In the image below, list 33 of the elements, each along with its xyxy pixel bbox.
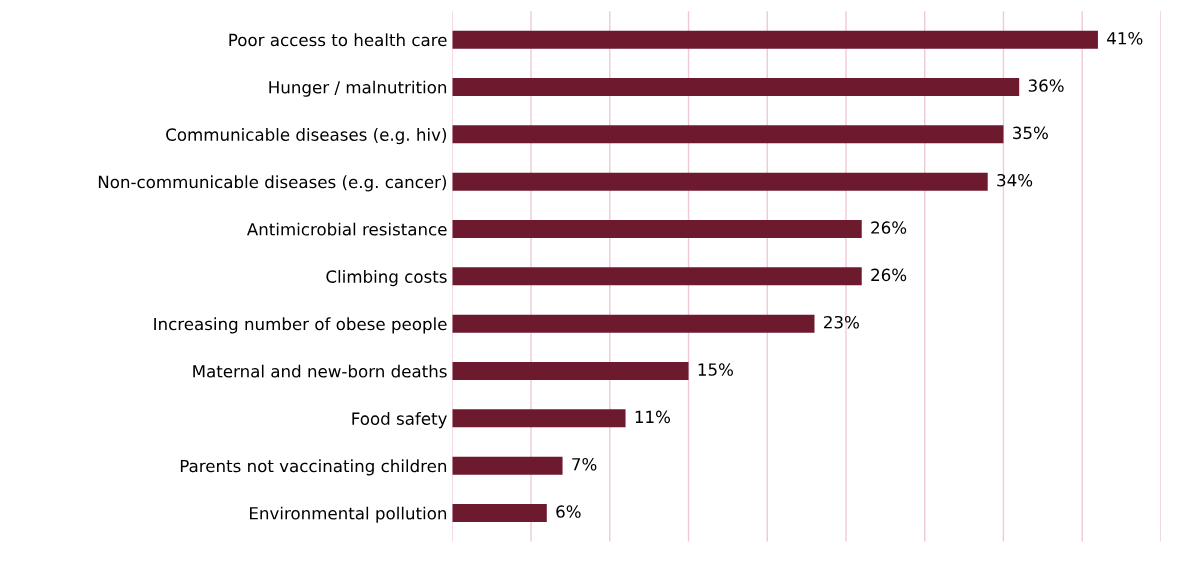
- y-tick-label: Communicable diseases (e.g. hiv): [166, 128, 447, 145]
- y-tick-label: Parents not vaccinating children: [180, 459, 447, 476]
- data-label: 7%: [572, 457, 597, 471]
- data-label: 6%: [556, 505, 581, 518]
- y-tick-label: Antimicrobial resistance: [246, 222, 447, 236]
- y-tick-label: Maternal and new-born deaths: [193, 364, 447, 378]
- data-label: 35%: [1013, 126, 1048, 140]
- data-label: 34%: [997, 173, 1033, 187]
- data-label: 41%: [1107, 31, 1143, 45]
- bar: [452, 504, 547, 523]
- y-tick-label: Non-communicable diseases (e.g. cancer): [98, 175, 447, 192]
- bar: [452, 125, 1004, 144]
- data-label: 26%: [871, 221, 907, 234]
- bar: [452, 456, 563, 475]
- bar: [452, 78, 1020, 97]
- bar: [452, 30, 1098, 49]
- y-tick-label: Increasing number of obese people: [154, 317, 447, 334]
- bar: [452, 362, 689, 381]
- bar: [452, 220, 862, 239]
- y-tick-label: Hunger / malnutrition: [269, 80, 447, 97]
- data-label: 15%: [698, 363, 733, 376]
- y-tick-label: Food safety: [352, 412, 447, 429]
- bar: [452, 409, 626, 428]
- bar: [452, 314, 815, 333]
- data-label: 11%: [635, 410, 670, 424]
- y-tick-label: Poor access to health care: [229, 33, 447, 47]
- bar: [452, 267, 862, 286]
- y-tick-label: Environmental pollution: [250, 506, 447, 523]
- bar: [452, 172, 988, 191]
- data-label: 26%: [871, 268, 907, 282]
- data-label: 23%: [824, 315, 859, 329]
- data-label: 36%: [1028, 79, 1064, 92]
- y-tick-label: Climbing costs: [326, 270, 447, 287]
